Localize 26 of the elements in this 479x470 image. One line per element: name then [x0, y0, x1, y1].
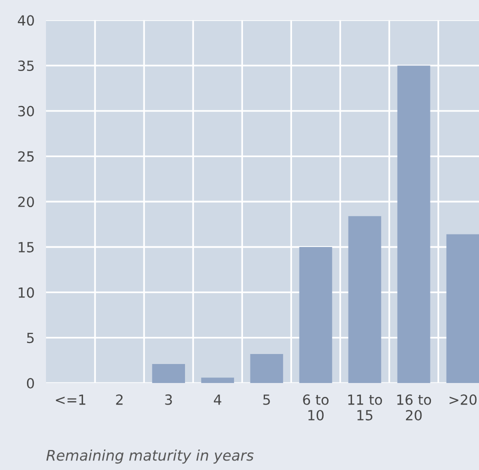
x-tick-label: 5 [263, 394, 270, 405]
x-tick-label: >20 [450, 394, 477, 405]
x-tick-label: <=1 [56, 394, 86, 405]
y-tick-label: 40 [18, 15, 34, 26]
y-tick-label: 0 [26, 378, 34, 389]
x-tick-label: 11 to 15 [348, 394, 382, 420]
y-tick-label: 10 [18, 287, 34, 298]
y-tick-label: 35 [18, 60, 34, 72]
bar [152, 364, 186, 384]
y-tick-label: 5 [27, 332, 34, 344]
y-tick-label: 25 [18, 151, 34, 162]
x-tick-label: 3 [165, 394, 172, 405]
y-tick-label: 15 [18, 242, 34, 252]
x-tick-label: 2 [116, 394, 123, 405]
y-tick-label: 30 [18, 106, 34, 116]
x-tick-label: 16 to 20 [397, 394, 432, 420]
x-axis-title: Remaining maturity in years [46, 450, 254, 464]
bar [201, 378, 234, 384]
y-tick-label: 20 [18, 196, 34, 208]
x-tick-label: 4 [214, 394, 222, 405]
bar [299, 246, 332, 384]
bar [250, 354, 284, 384]
bar [446, 234, 479, 384]
bar [397, 66, 430, 384]
x-tick-label: 6 to 10 [303, 394, 329, 420]
bar [348, 216, 382, 384]
